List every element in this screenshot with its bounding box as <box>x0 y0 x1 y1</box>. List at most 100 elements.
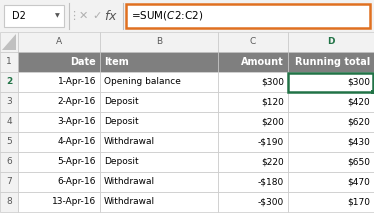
Text: Item: Item <box>104 57 129 67</box>
Bar <box>0 132 18 152</box>
Text: -$180: -$180 <box>258 178 284 187</box>
Text: 2: 2 <box>6 78 12 87</box>
Bar <box>18 52 100 72</box>
Bar <box>0 112 18 132</box>
Bar <box>288 112 374 132</box>
Text: 5-Apr-16: 5-Apr-16 <box>58 157 96 166</box>
Text: $200: $200 <box>261 118 284 127</box>
Text: =SUM($C$2:C2): =SUM($C$2:C2) <box>131 9 203 23</box>
Text: $650: $650 <box>347 157 370 166</box>
Bar <box>100 92 218 112</box>
Bar <box>18 72 100 92</box>
Bar <box>288 132 374 152</box>
Bar <box>288 172 374 192</box>
Bar <box>218 172 288 192</box>
Bar <box>18 32 100 52</box>
Bar <box>218 72 288 92</box>
Bar <box>371 90 374 94</box>
Bar <box>18 112 100 132</box>
Text: $470: $470 <box>347 178 370 187</box>
Text: 6-Apr-16: 6-Apr-16 <box>58 178 96 187</box>
Bar <box>0 52 18 72</box>
Bar <box>288 92 374 112</box>
Text: Deposit: Deposit <box>104 97 139 106</box>
Text: Amount: Amount <box>241 57 284 67</box>
Bar <box>0 192 18 212</box>
Text: Running total: Running total <box>295 57 370 67</box>
Bar <box>288 152 374 172</box>
Text: Withdrawal: Withdrawal <box>104 178 155 187</box>
Text: D: D <box>327 37 335 46</box>
Bar <box>0 92 18 112</box>
Text: B: B <box>156 37 162 46</box>
Text: 13-Apr-16: 13-Apr-16 <box>52 198 96 207</box>
Bar <box>126 4 370 28</box>
Bar <box>100 72 218 92</box>
Text: -$190: -$190 <box>258 138 284 147</box>
Text: $220: $220 <box>261 157 284 166</box>
Bar <box>218 132 288 152</box>
Text: Withdrawal: Withdrawal <box>104 138 155 147</box>
Text: Deposit: Deposit <box>104 157 139 166</box>
Text: 2-Apr-16: 2-Apr-16 <box>58 97 96 106</box>
Text: $620: $620 <box>347 118 370 127</box>
Bar <box>218 92 288 112</box>
Text: $120: $120 <box>261 97 284 106</box>
Text: Deposit: Deposit <box>104 118 139 127</box>
Text: $430: $430 <box>347 138 370 147</box>
Bar <box>18 92 100 112</box>
Text: Withdrawal: Withdrawal <box>104 198 155 207</box>
Bar <box>288 52 374 72</box>
Text: $300: $300 <box>261 78 284 87</box>
Text: 3: 3 <box>6 97 12 106</box>
Bar <box>288 72 374 92</box>
Bar <box>0 0 374 32</box>
Bar <box>100 172 218 192</box>
Bar <box>288 72 374 92</box>
Bar <box>18 152 100 172</box>
Text: 3-Apr-16: 3-Apr-16 <box>58 118 96 127</box>
Text: $300: $300 <box>347 78 370 87</box>
Bar <box>0 152 18 172</box>
Text: ✓: ✓ <box>92 11 102 21</box>
Bar <box>0 72 18 92</box>
Bar <box>100 52 218 72</box>
Text: Opening balance: Opening balance <box>104 78 181 87</box>
Text: 1-Apr-16: 1-Apr-16 <box>58 78 96 87</box>
Polygon shape <box>2 34 16 50</box>
Bar <box>0 172 18 192</box>
Bar <box>18 172 100 192</box>
Bar <box>288 192 374 212</box>
Text: 1: 1 <box>6 58 12 67</box>
Bar <box>100 112 218 132</box>
Text: ✕: ✕ <box>78 11 88 21</box>
Bar <box>218 192 288 212</box>
Bar <box>18 132 100 152</box>
Text: 4-Apr-16: 4-Apr-16 <box>58 138 96 147</box>
Bar <box>0 32 18 52</box>
Bar <box>100 152 218 172</box>
Text: 6: 6 <box>6 157 12 166</box>
Bar <box>100 32 218 52</box>
Bar <box>100 192 218 212</box>
Bar <box>218 32 288 52</box>
Bar <box>100 132 218 152</box>
Text: ⋮: ⋮ <box>68 11 80 21</box>
Text: Date: Date <box>70 57 96 67</box>
Text: $170: $170 <box>347 198 370 207</box>
Bar <box>218 52 288 72</box>
Text: $420: $420 <box>347 97 370 106</box>
Text: -$300: -$300 <box>258 198 284 207</box>
Text: 8: 8 <box>6 198 12 207</box>
Bar <box>218 152 288 172</box>
Text: ▼: ▼ <box>55 14 59 18</box>
Text: 7: 7 <box>6 178 12 187</box>
Bar <box>288 32 374 52</box>
Bar <box>18 192 100 212</box>
Text: 5: 5 <box>6 138 12 147</box>
Text: A: A <box>56 37 62 46</box>
Text: D2: D2 <box>12 11 26 21</box>
Text: $\mathit{f}$x: $\mathit{f}$x <box>104 9 118 23</box>
Text: C: C <box>250 37 256 46</box>
Bar <box>218 112 288 132</box>
